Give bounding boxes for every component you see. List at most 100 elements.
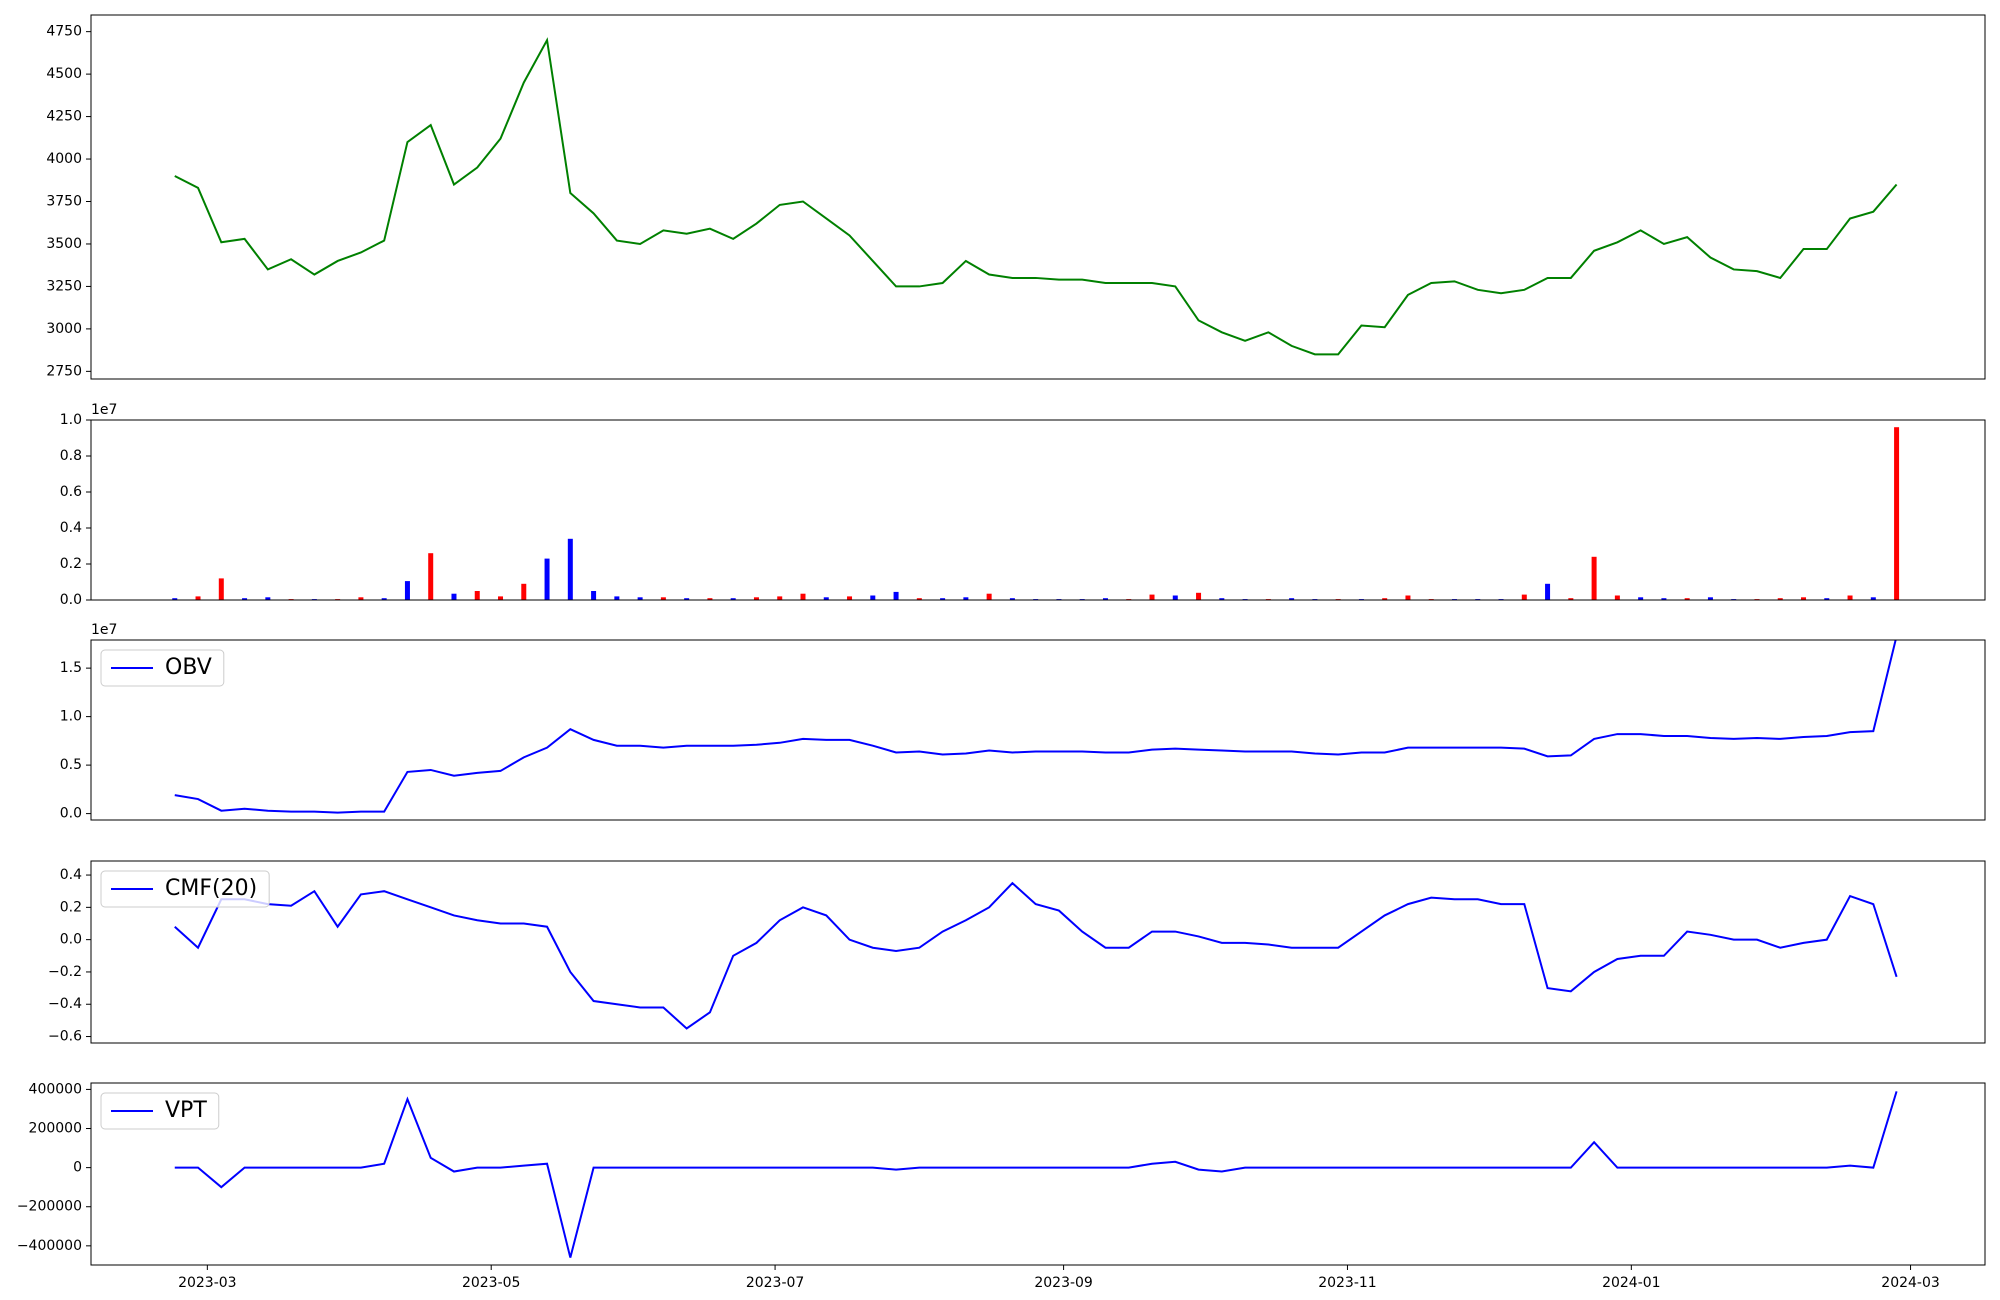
y-tick-label: 400000 <box>29 1081 82 1097</box>
data-line <box>174 640 1897 814</box>
y-tick-label: 4500 <box>46 66 82 82</box>
bar <box>218 578 224 600</box>
bar <box>1661 598 1667 600</box>
bar <box>172 598 178 600</box>
y-tick-label: −0.2 <box>48 964 82 980</box>
bar <box>1009 598 1015 600</box>
bar <box>498 596 504 600</box>
bar <box>1707 597 1713 600</box>
bar <box>195 596 201 600</box>
axes-frame <box>90 639 1986 821</box>
bar <box>428 553 434 600</box>
y-tick-label: 1.0 <box>60 412 82 428</box>
axes-frame <box>90 419 1986 601</box>
y-tick-label: 0.5 <box>60 757 82 773</box>
axes-frame <box>90 14 1986 380</box>
y-tick-label: 0.8 <box>60 448 82 464</box>
legend-label: OBV <box>165 655 212 680</box>
y-tick-label: 1.0 <box>60 709 82 725</box>
data-line <box>174 881 1898 1030</box>
legend-label: CMF(20) <box>165 876 257 901</box>
bar <box>1591 556 1597 600</box>
bar <box>1289 598 1295 600</box>
bar <box>265 597 271 600</box>
bar <box>637 597 643 600</box>
subplot: 2750 3000 3250 3500 3750 4000 4250 4500 4750 <box>46 14 1986 380</box>
bar <box>777 596 783 600</box>
data-line <box>174 1091 1898 1258</box>
y-tick-label: 0.0 <box>60 806 82 822</box>
bar <box>358 597 364 600</box>
bar <box>1172 595 1178 600</box>
offset-label: 1e7 <box>91 622 117 638</box>
bar <box>404 581 410 600</box>
y-tick-label: −0.4 <box>48 996 82 1012</box>
subplot: −400000 −200000 0 200000 400000 2023-03 2023-0… <box>17 1081 1986 1291</box>
bar <box>1102 598 1108 600</box>
bar <box>707 598 713 600</box>
bar <box>591 591 597 600</box>
bar <box>1521 594 1527 600</box>
bar <box>753 597 759 600</box>
x-tick-label: 2023-03 <box>178 1275 237 1291</box>
bar <box>1847 595 1853 600</box>
y-tick-label: 0.6 <box>60 484 82 500</box>
offset-label: 1e7 <box>91 402 117 418</box>
axes-frame <box>90 1082 1986 1266</box>
y-tick-label: 0.4 <box>60 520 82 536</box>
x-tick-label: 2024-03 <box>1881 1275 1940 1291</box>
legend-box <box>100 649 225 687</box>
y-tick-label: −200000 <box>17 1199 82 1215</box>
y-tick-label: 1.5 <box>60 660 82 676</box>
bar <box>1777 598 1783 600</box>
y-tick-label: 0.0 <box>60 592 82 608</box>
bar <box>1894 427 1900 600</box>
y-tick-label: 3250 <box>46 278 82 294</box>
y-tick-label: 3000 <box>46 321 82 337</box>
subplot: −0.6 −0.4 −0.2 0.0 0.2 0.4 CMF(20) <box>48 860 1986 1045</box>
y-tick-label: 0.2 <box>60 556 82 572</box>
legend-label: VPT <box>165 1098 207 1123</box>
bar <box>916 598 922 600</box>
bar <box>1614 595 1620 600</box>
bar <box>614 596 620 600</box>
bar <box>474 591 480 600</box>
y-tick-label: 2750 <box>46 363 82 379</box>
y-tick-label: −0.6 <box>48 1029 82 1045</box>
y-tick-label: −400000 <box>17 1238 82 1254</box>
bar <box>1801 597 1807 600</box>
bar <box>1870 597 1876 600</box>
y-tick-label: 0.4 <box>60 867 82 883</box>
y-tick-label: 3500 <box>46 236 82 252</box>
bar <box>1638 597 1644 600</box>
bar <box>1824 598 1830 600</box>
bar <box>823 597 829 600</box>
y-tick-label: 4000 <box>46 151 82 167</box>
y-tick-label: 0.0 <box>60 932 82 948</box>
bar <box>660 597 666 600</box>
bar <box>684 598 690 600</box>
bar <box>730 598 736 600</box>
bar <box>847 596 853 600</box>
bar <box>940 598 946 600</box>
bar <box>521 583 527 600</box>
y-tick-label: 0.2 <box>60 899 82 915</box>
bar <box>986 593 992 600</box>
legend-box <box>100 870 270 908</box>
bar <box>1219 598 1225 600</box>
subplot: 0.0 0.2 0.4 0.6 0.8 1.0 1e7 <box>60 402 1986 608</box>
bar <box>1382 598 1388 600</box>
y-tick-label: 4250 <box>46 109 82 125</box>
bar <box>1405 595 1411 600</box>
bar <box>242 598 248 600</box>
bar <box>870 595 876 600</box>
subplot: 0.0 0.5 1.0 1.5 1e7 OBV <box>60 622 1986 822</box>
bar <box>1684 598 1690 600</box>
bar <box>963 597 969 600</box>
x-tick-label: 2023-09 <box>1034 1275 1093 1291</box>
bar <box>1545 583 1551 600</box>
legend-box <box>100 1092 220 1130</box>
bar <box>544 558 550 600</box>
y-tick-label: 0 <box>73 1160 82 1176</box>
